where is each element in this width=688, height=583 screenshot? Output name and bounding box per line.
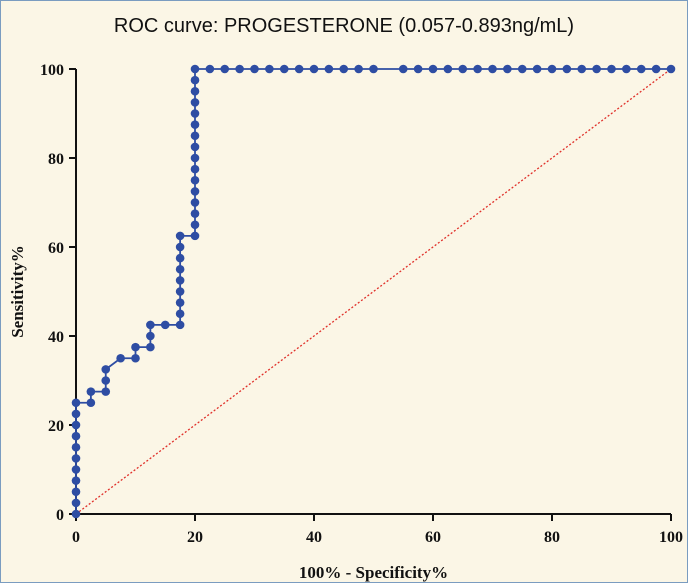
roc-data-point <box>101 387 111 396</box>
roc-data-point <box>547 64 557 74</box>
roc-data-point <box>309 64 319 74</box>
roc-data-point <box>101 365 111 374</box>
roc-data-point <box>190 187 200 196</box>
roc-data-point <box>71 420 81 430</box>
roc-data-point <box>517 64 527 74</box>
y-tick-label: 80 <box>48 151 64 168</box>
roc-data-point <box>190 131 200 141</box>
y-tick-label: 60 <box>48 240 64 257</box>
roc-data-point <box>205 64 215 74</box>
reference-diagonal-line <box>75 68 672 515</box>
roc-data-point <box>101 376 111 385</box>
roc-data-point <box>250 64 259 74</box>
roc-data-point <box>190 75 200 85</box>
roc-data-point <box>175 298 185 307</box>
x-tick-label: 40 <box>306 529 322 546</box>
roc-data-point <box>354 64 363 74</box>
roc-data-point <box>71 509 81 519</box>
roc-data-point <box>265 64 274 74</box>
roc-data-point <box>622 64 631 74</box>
roc-data-point <box>160 320 170 330</box>
roc-data-point <box>175 320 185 330</box>
roc-data-point <box>324 64 334 74</box>
roc-data-point <box>235 64 244 74</box>
chart-title: ROC curve: PROGESTERONE (0.057-0.893ng/m… <box>113 15 575 37</box>
roc-data-point <box>190 142 200 152</box>
roc-data-point <box>190 98 200 107</box>
x-tick-label: 80 <box>544 529 560 546</box>
roc-data-point <box>398 64 408 74</box>
roc-data-point <box>220 64 230 74</box>
roc-data-point <box>458 64 468 74</box>
x-tick-label: 20 <box>187 529 203 546</box>
roc-data-point <box>190 164 200 174</box>
roc-data-point <box>175 231 185 241</box>
roc-data-point <box>339 64 349 74</box>
roc-data-point <box>532 64 542 74</box>
roc-data-point <box>190 220 200 230</box>
x-tick-label: 100 <box>659 529 683 546</box>
y-tick-label: 100 <box>40 62 64 79</box>
roc-data-point <box>488 64 497 74</box>
x-tick-label: 60 <box>425 529 441 546</box>
roc-data-point <box>71 487 81 497</box>
roc-data-point <box>279 64 289 74</box>
roc-data-point <box>146 331 155 341</box>
roc-data-point <box>190 120 200 129</box>
y-tick-label: 20 <box>48 418 64 435</box>
roc-data-point <box>175 276 185 285</box>
roc-data-point <box>190 64 200 74</box>
roc-data-point <box>443 64 453 74</box>
roc-data-point <box>369 64 378 74</box>
roc-data-point <box>428 64 438 74</box>
roc-data-point <box>71 409 81 419</box>
roc-data-point <box>86 398 96 408</box>
roc-data-point <box>636 64 646 74</box>
roc-data-point <box>294 64 304 74</box>
roc-data-point <box>175 242 185 252</box>
roc-data-point <box>71 454 81 463</box>
roc-data-point <box>190 175 200 185</box>
roc-data-point <box>116 353 125 363</box>
roc-data-point <box>131 353 140 363</box>
roc-data-point <box>607 64 616 74</box>
roc-data-point <box>131 342 140 352</box>
roc-data-point <box>190 86 200 96</box>
roc-data-point <box>651 64 661 74</box>
roc-data-point <box>175 253 185 263</box>
roc-data-point <box>666 64 676 74</box>
roc-data-point <box>175 264 185 274</box>
roc-data-point <box>190 198 200 207</box>
roc-data-point <box>71 498 81 508</box>
roc-data-point <box>413 64 423 74</box>
x-axis-label: 100% - Specificity% <box>299 563 448 582</box>
y-axis-label: Sensitivity% <box>8 245 27 338</box>
roc-data-point <box>71 398 81 408</box>
roc-data-point <box>71 476 81 485</box>
roc-data-point <box>577 64 587 74</box>
y-tick-label: 40 <box>48 329 64 346</box>
roc-data-point <box>71 431 81 441</box>
roc-data-point <box>562 64 572 74</box>
roc-data-point <box>86 387 96 396</box>
roc-data-point <box>175 309 185 319</box>
roc-data-point <box>592 64 601 74</box>
y-tick-label: 0 <box>56 507 64 524</box>
roc-data-point <box>190 153 200 163</box>
roc-curve-line <box>75 68 671 514</box>
roc-data-point <box>175 287 185 296</box>
roc-data-point <box>146 342 155 352</box>
roc-data-point <box>473 64 482 74</box>
roc-data-point <box>190 231 200 241</box>
roc-data-point <box>190 109 200 118</box>
roc-data-point <box>190 209 200 218</box>
roc-data-point <box>146 320 155 330</box>
roc-data-point <box>71 465 81 474</box>
x-tick-label: 0 <box>72 529 80 546</box>
roc-data-point <box>503 64 512 74</box>
roc-data-point <box>71 442 81 452</box>
